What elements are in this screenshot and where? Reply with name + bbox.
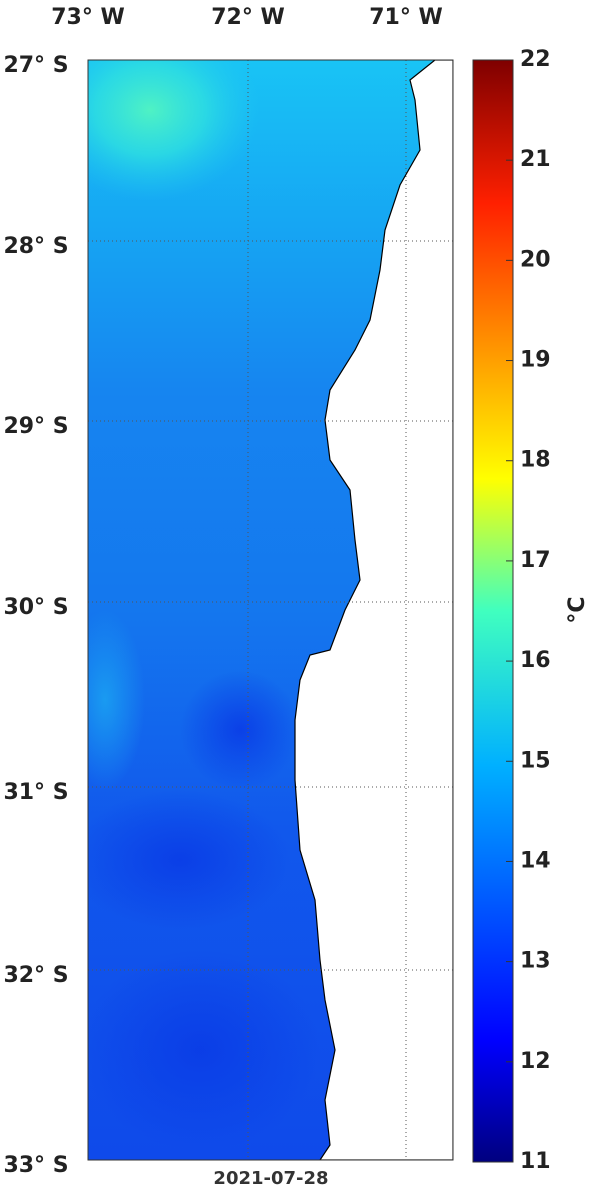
colorbar-ticks: 11 12 13 14 15 16 17 18 19 20 21 22: [506, 47, 551, 1174]
longitude-labels: 73° W 72° W 71° W: [51, 5, 443, 30]
latitude-labels: 27° S 28° S 29° S 30° S 31° S 32° S 33° S: [3, 53, 68, 1178]
colorbar-tick-label: 13: [520, 949, 551, 974]
latitude-label: 33° S: [3, 1153, 68, 1178]
colorbar-tick-label: 22: [520, 47, 551, 72]
colorbar-tick-label: 15: [520, 748, 551, 773]
graticule: [88, 60, 453, 1160]
date-label: 2021-07-28: [213, 1168, 328, 1188]
colorbar-tick-label: 21: [520, 147, 551, 172]
colorbar-tick-label: 18: [520, 448, 551, 473]
colorbar-tick-label: 16: [520, 648, 551, 673]
latitude-label: 29° S: [3, 414, 68, 439]
colorbar-tick-label: 20: [520, 247, 551, 272]
colorbar-tick-label: 12: [520, 1049, 551, 1074]
latitude-label: 27° S: [3, 53, 68, 78]
colorbar-unit: °C: [565, 596, 590, 623]
colorbar-tick-label: 19: [520, 348, 551, 373]
colorbar: [472, 59, 514, 1163]
colorbar-tick-label: 11: [520, 1149, 551, 1174]
latitude-label: 30° S: [3, 595, 68, 620]
map-frame: [87, 59, 454, 1161]
land: [294, 60, 453, 1160]
longitude-label: 73° W: [51, 5, 125, 30]
temperature-field: [88, 60, 453, 1160]
latitude-label: 32° S: [3, 963, 68, 988]
longitude-label: 72° W: [211, 5, 285, 30]
longitude-label: 71° W: [369, 5, 443, 30]
latitude-label: 28° S: [3, 234, 68, 259]
colorbar-tick-label: 17: [520, 548, 551, 573]
latitude-label: 31° S: [3, 780, 68, 805]
colorbar-tick-label: 14: [520, 848, 551, 873]
